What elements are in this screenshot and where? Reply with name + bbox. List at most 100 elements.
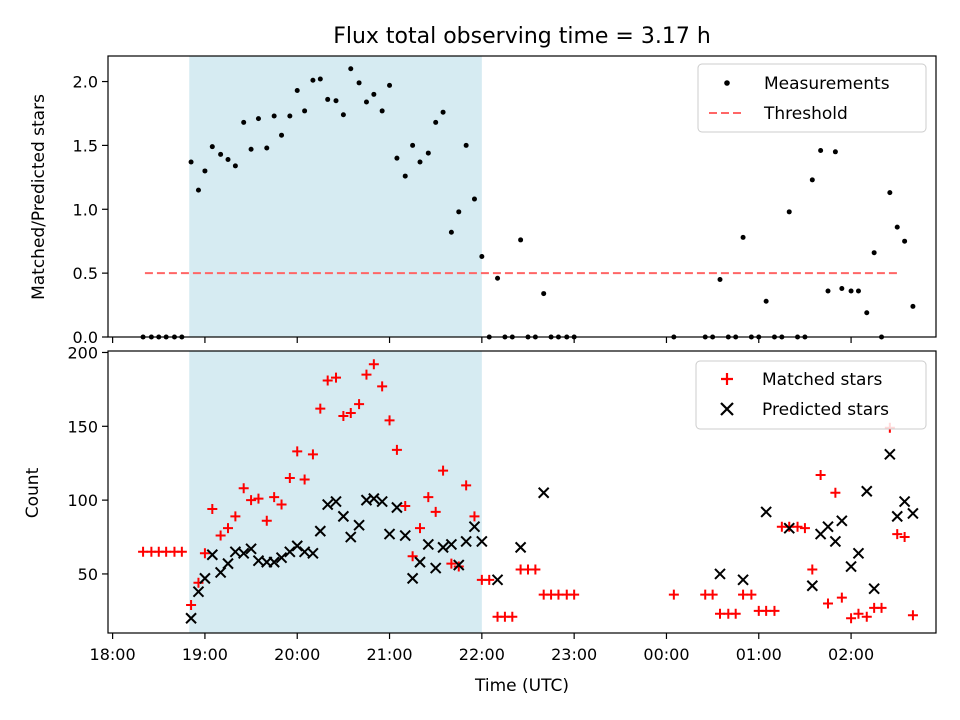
matched-star-marker — [438, 465, 449, 476]
x-tick-label: 02:00 — [828, 645, 874, 664]
measurement-point — [818, 148, 824, 154]
predicted-star-marker — [468, 520, 481, 533]
matched-star-marker — [338, 410, 349, 421]
measurement-point — [471, 196, 477, 202]
matched-star-marker — [384, 415, 395, 426]
measurement-point — [433, 119, 439, 125]
x-tick-label: 22:00 — [459, 645, 505, 664]
predicted-star-marker — [406, 572, 419, 585]
top-legend: Measurements Threshold — [697, 63, 927, 133]
matched-star-marker — [377, 381, 388, 392]
predicted-star-markers — [185, 448, 919, 624]
matched-star-marker — [176, 546, 187, 557]
measurement-point — [248, 146, 254, 152]
measurement-point — [317, 76, 323, 82]
predicted-star-marker — [214, 566, 227, 579]
matched-star-marker — [307, 449, 318, 460]
matched-star-marker — [361, 369, 372, 380]
predicted-star-marker — [460, 535, 472, 548]
matched-star-marker — [345, 408, 356, 419]
matched-star-marker — [569, 589, 580, 600]
predicted-star-marker — [884, 448, 896, 461]
predicted-star-marker — [275, 551, 288, 564]
measurement-point — [456, 209, 462, 215]
measurement-point — [902, 238, 908, 244]
matched-star-marker — [430, 506, 441, 517]
measurement-point — [887, 190, 893, 196]
matched-star-marker — [400, 501, 411, 512]
legend-threshold-label: Threshold — [763, 104, 848, 124]
measurement-point — [541, 291, 547, 297]
top-panel: 0.00.51.01.52.0 Matched/Predicted stars … — [29, 55, 937, 347]
measurement-points — [140, 66, 916, 340]
matched-star-marker — [238, 483, 249, 494]
bottom-panel: 50 100 150 200 18:00 19:00 20:00 21:00 22:00 23:… — [23, 343, 937, 696]
matched-star-marker — [261, 515, 272, 526]
predicted-star-marker — [453, 559, 465, 571]
predicted-star-marker — [321, 498, 334, 511]
predicted-legend-marker — [720, 402, 734, 416]
measurement-point — [202, 168, 208, 174]
matched-star-marker — [230, 511, 241, 522]
measurement-point — [363, 99, 369, 105]
measurement-point — [195, 187, 201, 193]
top-y-tick-label: 1.0 — [73, 200, 98, 219]
predicted-star-marker — [284, 546, 296, 558]
measurement-point — [294, 87, 300, 93]
predicted-star-marker — [237, 547, 250, 559]
predicted-star-marker — [852, 547, 865, 559]
predicted-star-marker — [307, 547, 319, 559]
matched-star-marker — [276, 499, 287, 510]
predicted-star-marker — [330, 495, 342, 508]
bottom-observing-window — [189, 351, 482, 633]
measurement-point — [479, 254, 485, 260]
bottom-y-tick-label: 100 — [67, 491, 98, 510]
chart-title: Flux total observing time = 3.17 h — [333, 24, 711, 49]
matched-star-marker — [368, 359, 379, 370]
predicted-star-marker — [445, 538, 458, 551]
matched-star-marker — [391, 444, 402, 455]
measurement-point — [387, 82, 393, 88]
top-y-ticks: 0.0 0.5 1.0 1.5 2.0 — [73, 73, 108, 347]
matched-star-marker — [354, 399, 365, 410]
matched-star-marker — [530, 564, 541, 575]
measurement-point — [371, 91, 377, 97]
bottom-legend-box — [695, 360, 927, 430]
measurement-point — [188, 159, 194, 165]
predicted-star-marker — [845, 560, 857, 573]
matched-star-marker — [815, 470, 826, 481]
predicted-star-marker — [368, 492, 380, 505]
predicted-star-marker — [291, 540, 303, 552]
measurement-point — [271, 113, 277, 119]
matched-star-marker — [322, 375, 333, 386]
matched-star-marker — [846, 613, 857, 624]
measurement-point — [287, 113, 293, 119]
measurement-point — [809, 177, 815, 183]
matched-star-marker — [861, 611, 872, 622]
measurement-point — [740, 234, 746, 240]
predicted-star-marker — [861, 485, 873, 497]
matched-star-marker — [484, 574, 495, 585]
measurement-point — [864, 310, 870, 316]
matched-star-marker — [907, 610, 918, 621]
predicted-star-marker — [353, 519, 365, 531]
predicted-star-marker — [537, 487, 550, 499]
matched-star-marker — [769, 605, 780, 616]
matched-star-marker — [253, 493, 264, 504]
matched-star-marker — [807, 564, 818, 575]
x-axis-label: Time (UTC) — [474, 676, 569, 696]
bottom-legend: Matched stars Predicted stars — [695, 360, 927, 430]
predicted-star-marker — [192, 585, 205, 598]
matched-legend-marker — [721, 373, 733, 385]
measurement-point — [264, 145, 270, 151]
matched-star-marker — [830, 487, 841, 498]
measurement-point — [763, 298, 769, 304]
predicted-star-marker — [898, 495, 911, 508]
predicted-star-marker — [822, 520, 834, 533]
bottom-y-tick-label: 150 — [67, 417, 98, 436]
measurement-point — [717, 277, 723, 283]
predicted-star-marker — [337, 510, 350, 523]
x-tick-label: 00:00 — [643, 645, 689, 664]
x-tick-label: 19:00 — [182, 645, 228, 664]
